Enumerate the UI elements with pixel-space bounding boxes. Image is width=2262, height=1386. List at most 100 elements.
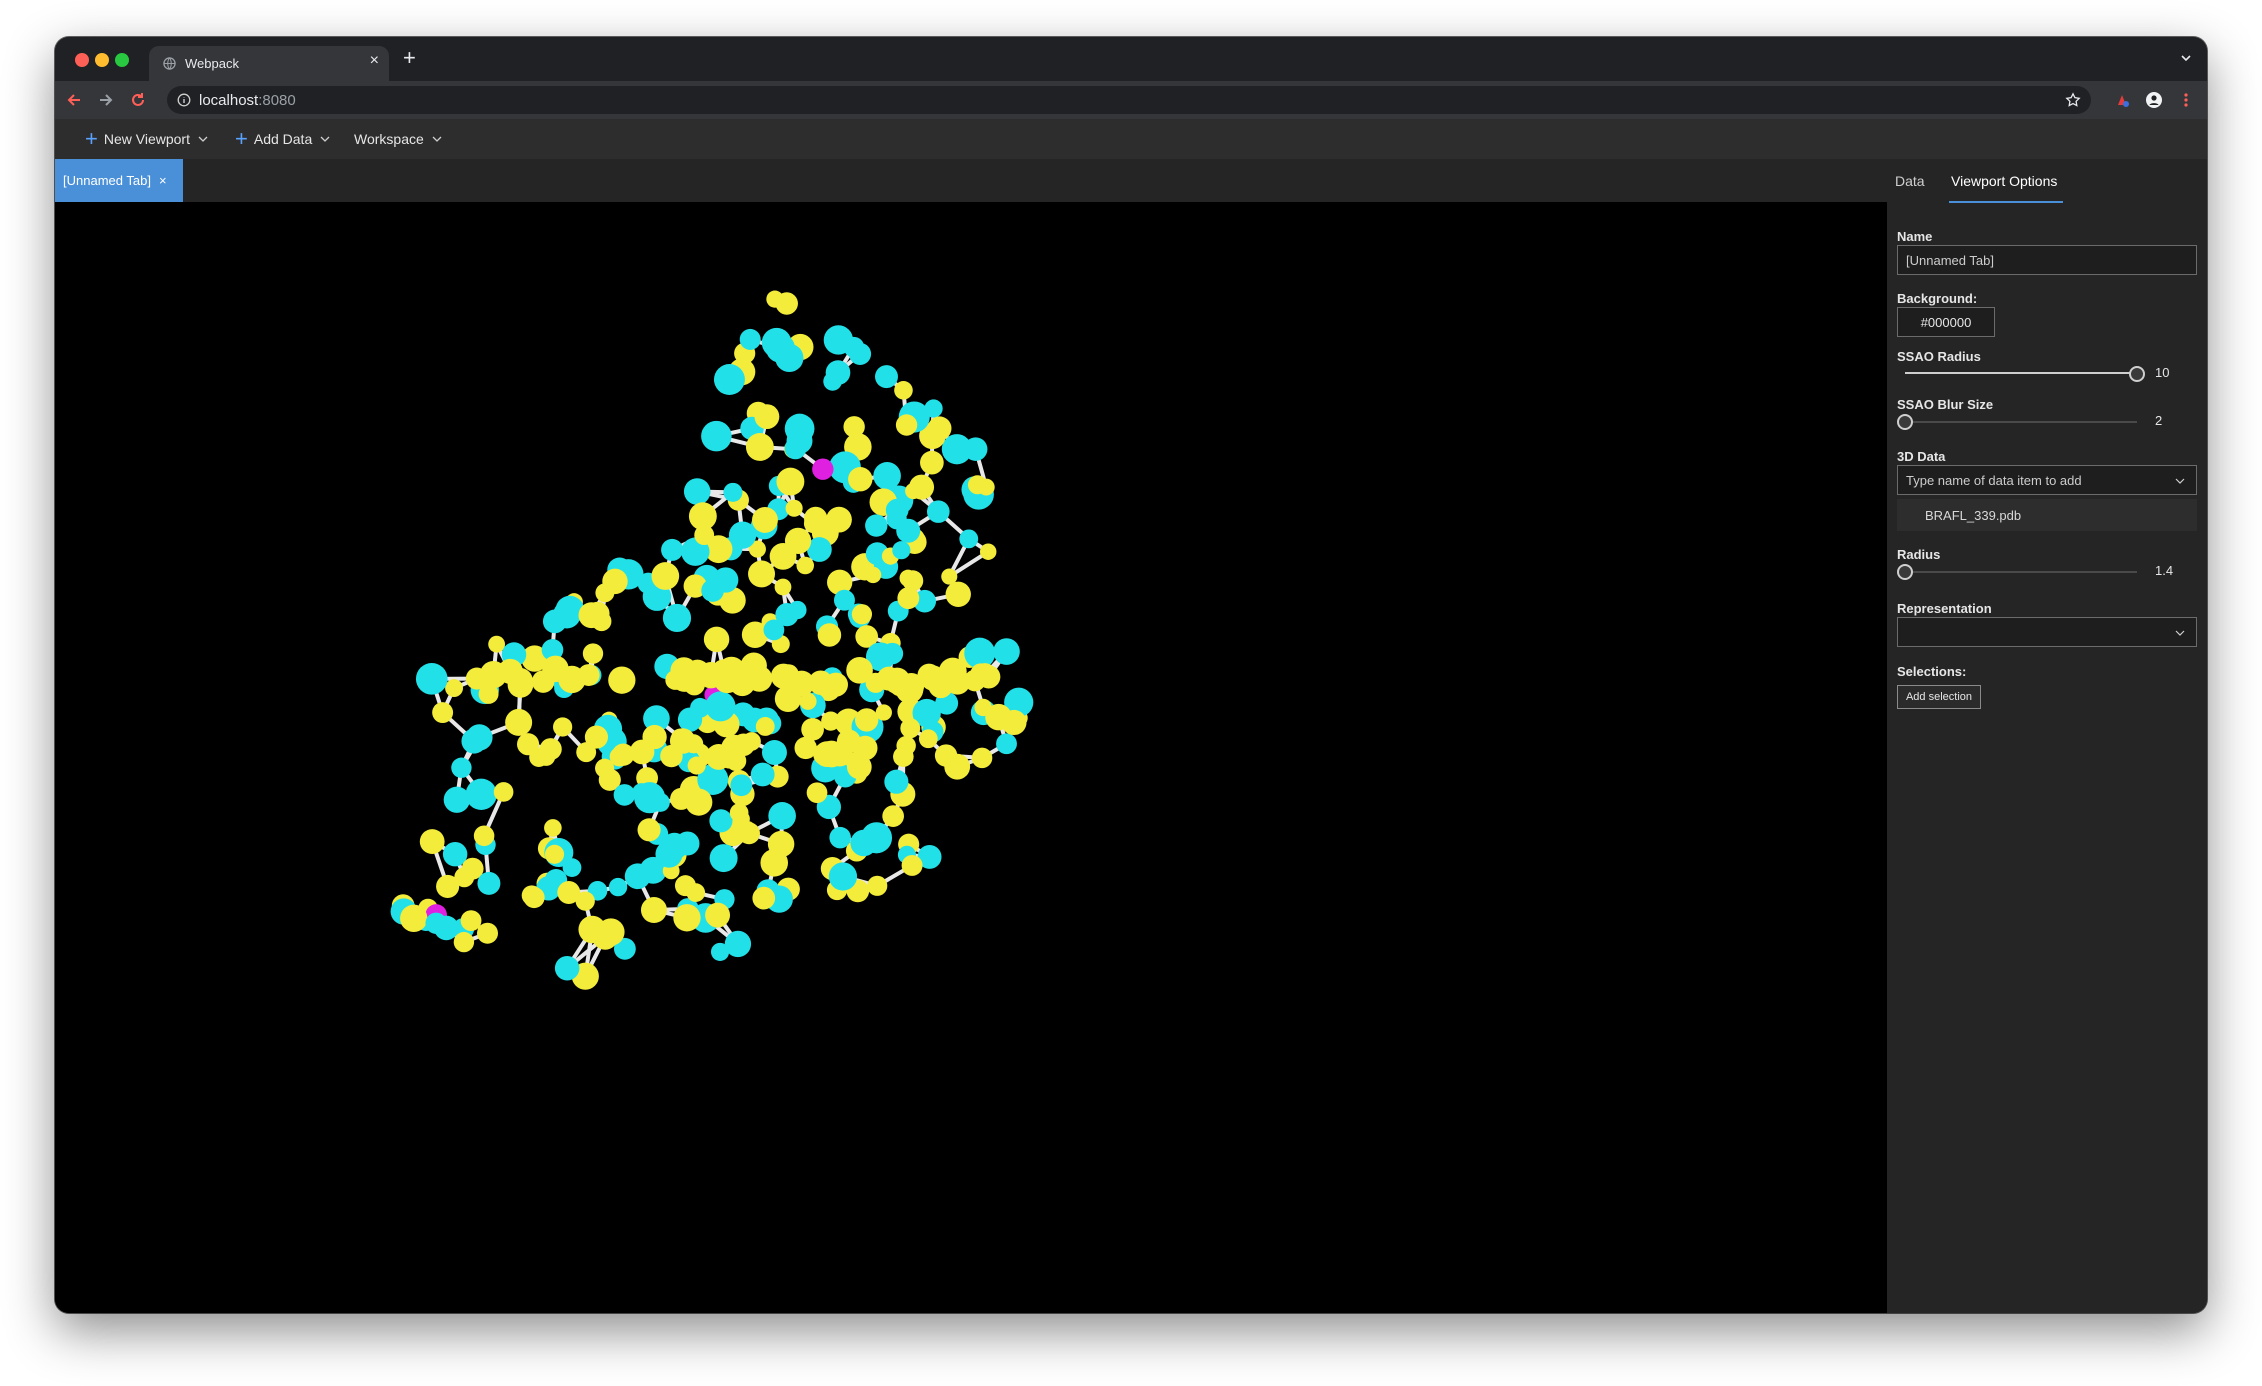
atom-cyan [643,705,670,732]
viewport-tab-close-icon[interactable]: × [158,173,167,188]
atom-yellow [461,857,484,880]
ssao-radius-slider-thumb[interactable] [2129,366,2145,382]
chevron-down-icon[interactable] [2174,627,2186,639]
background-color-input[interactable]: #000000 [1897,307,1995,337]
atom-yellow [945,581,971,608]
back-arrow-icon[interactable] [65,91,83,109]
atom-yellow [539,738,562,761]
representation-select[interactable] [1897,617,2197,647]
add-data-menu[interactable]: + Add Data [235,119,330,159]
atom-cyan [926,500,950,523]
maximize-window-button[interactable] [115,53,129,67]
atom-cyan [710,942,730,961]
atom-cyan [461,728,487,754]
tab-viewport-options[interactable]: Viewport Options [1951,173,2058,189]
atom-yellow [493,782,514,802]
atom-cyan [784,437,807,460]
atom-yellow [684,659,710,685]
atom-cyan [873,462,901,490]
atom-yellow [608,666,636,694]
address-bar[interactable]: localhost:8080 [167,86,2091,114]
atom-cyan [415,663,448,695]
atom-yellow [746,665,773,692]
plus-icon: + [235,126,248,151]
atom-cyan [442,841,468,867]
viewport-tab[interactable]: [Unnamed Tab] × [55,159,183,202]
browser-tab-close-icon[interactable]: × [369,52,379,69]
atom-yellow [745,433,774,461]
workspace-menu[interactable]: Workspace [354,119,442,159]
atom-cyan [865,514,888,537]
atom-cyan [662,603,692,633]
atom-cyan [655,840,683,868]
close-window-button[interactable] [75,53,89,67]
atom-cyan [613,937,636,960]
atom-yellow [752,886,776,910]
ssao-radius-value: 10 [2155,365,2170,380]
tab-search-chevron-icon[interactable] [2179,51,2193,65]
minimize-window-button[interactable] [95,53,109,67]
data-3d-combobox[interactable]: Type name of data item to add [1897,465,2197,495]
menu-kebab-icon[interactable] [2177,91,2195,109]
atom-yellow [683,734,702,753]
atom-yellow [748,560,776,588]
atom-yellow [685,788,713,816]
name-input[interactable]: [Unnamed Tab] [1897,245,2197,275]
plus-icon: + [85,126,98,151]
bookmark-star-icon[interactable] [2065,92,2081,108]
add-selection-button[interactable]: Add selection [1897,685,1981,709]
atom-cyan [833,589,855,611]
atom-yellow [796,556,815,575]
atom-yellow [703,626,730,653]
atom-yellow [465,667,488,690]
atom-yellow [578,602,605,629]
atom-yellow [977,478,995,496]
atom-yellow [558,665,586,694]
atom-cyan [881,642,904,665]
atom-yellow [900,718,921,739]
atom-yellow [826,506,852,533]
radius-slider-thumb[interactable] [1897,564,1913,580]
atom-cyan [860,822,893,854]
atom-yellow [612,743,635,766]
atom-cyan [775,343,804,373]
browser-tab[interactable]: Webpack × [149,46,389,81]
atom-yellow [788,670,815,697]
url-text: localhost:8080 [199,92,296,109]
new-tab-button[interactable]: + [403,45,416,70]
atom-group [390,290,1034,990]
atom-cyan [912,698,941,728]
atom-yellow [400,904,428,933]
atom-yellow [964,669,986,692]
right-panel: Data Viewport Options Name [Unnamed Tab]… [1887,159,2207,1313]
atom-yellow [851,604,873,625]
tab-data[interactable]: Data [1895,173,1925,189]
atom-yellow [738,822,760,845]
ssao-radius-slider-track[interactable] [1905,372,2137,374]
extension-icon[interactable] [2113,91,2131,109]
atom-cyan [723,482,743,502]
site-info-icon[interactable] [177,93,191,107]
atom-yellow [602,568,628,595]
atom-cyan [823,325,854,355]
chevron-down-icon[interactable] [2174,475,2186,487]
radius-slider-track[interactable] [1905,571,2137,573]
atom-cyan [465,778,497,810]
ssao-blur-slider-thumb[interactable] [1897,414,1913,430]
atom-yellow [694,525,715,546]
reload-icon[interactable] [129,91,147,109]
atom-yellow [673,904,701,932]
atom-yellow [985,703,1012,731]
atom-cyan [554,955,580,981]
atom-yellow [927,416,952,441]
atom-yellow [419,829,445,854]
molecule-3d-viewport[interactable] [55,202,1887,1313]
new-viewport-menu[interactable]: + New Viewport [85,119,208,159]
ssao-blur-slider-track[interactable] [1905,421,2137,423]
atom-cyan [433,915,459,941]
profile-icon[interactable] [2145,91,2163,109]
data-3d-placeholder: Type name of data item to add [1906,472,2082,488]
atom-cyan [724,930,752,958]
data-item-brafl[interactable]: BRAFL_339.pdb [1897,499,2197,531]
forward-arrow-icon[interactable] [97,91,115,109]
